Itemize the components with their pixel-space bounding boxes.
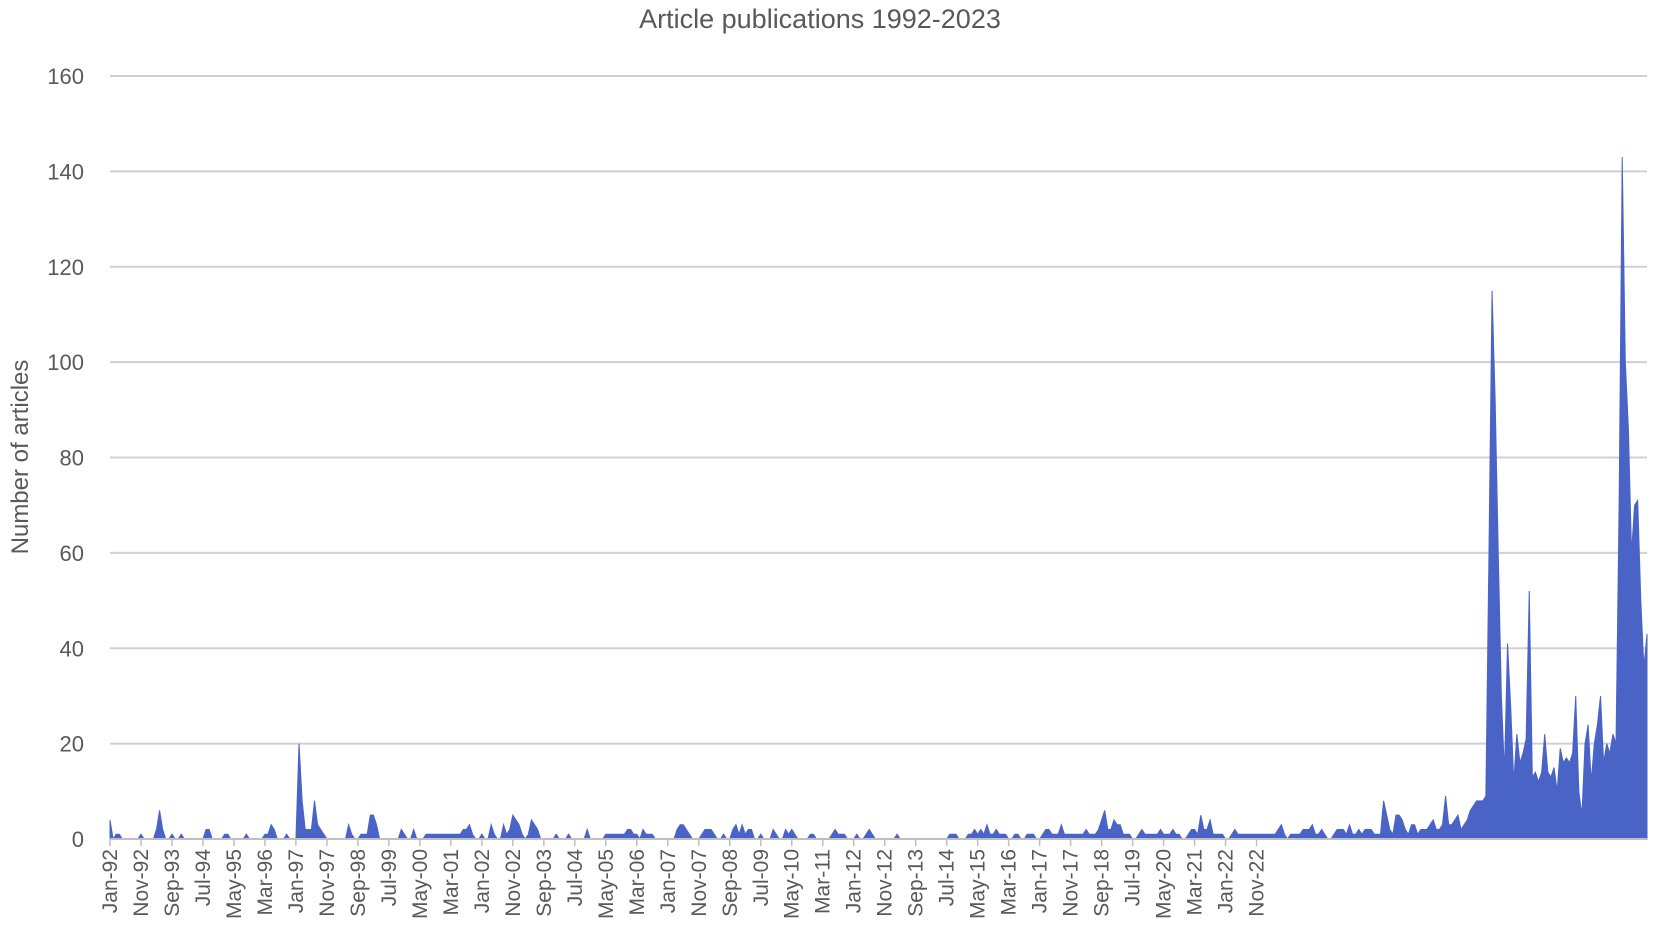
x-tick-label: May-00 <box>409 849 432 919</box>
y-tick-label: 80 <box>60 446 84 471</box>
x-tick-label: Nov-12 <box>874 849 897 917</box>
x-tick-label: Mar-01 <box>440 849 463 916</box>
y-axis-label: Number of articles <box>7 360 34 555</box>
y-tick-label: 40 <box>60 636 84 661</box>
x-tick-label: Mar-16 <box>998 849 1021 916</box>
x-tick-label: May-05 <box>595 849 618 919</box>
x-tick-label: Jan-02 <box>471 849 494 913</box>
x-tick-label: Jul-99 <box>378 849 401 906</box>
x-tick-label: May-15 <box>967 849 990 919</box>
y-tick-labels: 0 20 40 60 80 100 120 140 160 <box>47 64 84 852</box>
x-tick-label: Sep-93 <box>161 849 184 917</box>
x-tick-label: Nov-07 <box>688 849 711 917</box>
y-tick-label: 160 <box>47 64 84 89</box>
x-tick-label: Jul-09 <box>750 849 773 906</box>
x-tick-label: Jul-14 <box>936 849 959 907</box>
y-tick-label: 60 <box>60 541 84 566</box>
x-tick-label: Jan-22 <box>1215 849 1238 913</box>
gridlines <box>110 75 1647 745</box>
x-tick-label: Nov-22 <box>1246 849 1269 917</box>
x-tick-label: Sep-08 <box>719 849 742 917</box>
x-tick-label: Jul-04 <box>564 849 587 907</box>
x-tick-label: May-95 <box>223 849 246 919</box>
x-tick-label: Jan-92 <box>99 849 122 913</box>
x-tick-label: Sep-18 <box>1091 849 1114 917</box>
x-tick-label: Jan-17 <box>1029 849 1052 913</box>
x-tick-label: Nov-17 <box>1060 849 1083 917</box>
x-tick-label: May-10 <box>781 849 804 919</box>
x-tick-label: Sep-03 <box>533 849 556 917</box>
publication-area-series <box>109 157 1648 841</box>
x-tick-label: Jul-19 <box>1122 849 1145 906</box>
y-tick-label: 0 <box>72 827 84 852</box>
x-tick-label: Mar-96 <box>254 849 277 916</box>
chart-title: Article publications 1992-2023 <box>639 4 1001 34</box>
x-tick-label: Sep-13 <box>905 849 928 917</box>
x-tick-label: Mar-06 <box>626 849 649 916</box>
x-tick-label: Jan-12 <box>843 849 866 913</box>
x-tick-label: Nov-02 <box>502 849 525 917</box>
y-tick-label: 140 <box>47 159 84 184</box>
x-tick-label: Nov-92 <box>130 849 153 917</box>
x-tick-label: May-20 <box>1153 849 1176 919</box>
x-tick-label: Jul-94 <box>192 849 215 907</box>
x-tick-label: Sep-98 <box>347 849 370 917</box>
x-tick-labels: Jan-92 Nov-92 Sep-93 Jul-94 May-95 Mar-96 Jan-… <box>99 839 1269 919</box>
y-tick-label: 20 <box>60 732 84 757</box>
y-tick-label: 100 <box>47 350 84 375</box>
x-tick-label: Mar-11 <box>812 849 835 914</box>
x-tick-label: Jan-97 <box>285 849 308 913</box>
y-tick-label: 120 <box>47 255 84 280</box>
x-tick-label: Mar-21 <box>1184 849 1207 916</box>
x-tick-label: Nov-97 <box>316 849 339 917</box>
x-tick-label: Jan-07 <box>657 849 680 913</box>
